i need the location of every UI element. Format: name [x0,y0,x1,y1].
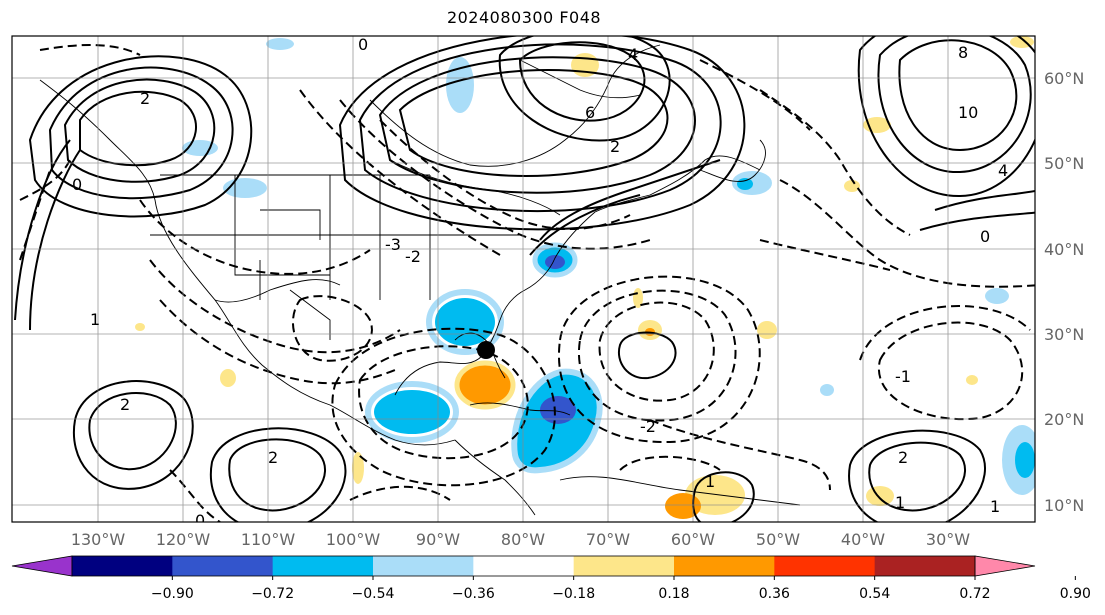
contour-label: 2 [140,89,150,108]
contour-label: 2 [610,137,620,156]
lat-tick-label: 30°N [1044,325,1084,344]
contour-label: 0 [358,35,368,54]
longitude-axis: 130°W 120°W 110°W 100°W 90°W 80°W 70°W 6… [71,530,970,549]
contour-label: 4 [998,161,1008,180]
lon-tick-label: 130°W [71,530,126,549]
colorbar-bin [874,556,976,576]
map-title: 2024080300 F048 [446,8,602,27]
lon-tick-label: 120°W [156,530,211,549]
contour-label: 8 [958,43,968,62]
colorbar-bin [674,556,775,576]
storm-center-dot [477,341,495,359]
colorbar-tick-label: 0.18 [658,586,689,602]
colorbar-tick-label: −0.72 [251,586,294,602]
contours-negative [19,44,1035,522]
lat-tick-label: 60°N [1044,69,1084,88]
lon-tick-label: 40°W [841,530,885,549]
colorbar-extend-high [974,555,1036,577]
lat-tick-label: 10°N [1044,496,1084,515]
colorbar-tick-label: 0.36 [759,586,790,602]
colorbar-frame [71,555,976,577]
colorbar-tick-label: 0.72 [959,586,990,602]
colorbar-bin [373,556,474,576]
colorbar-tick-label: −0.18 [552,586,595,602]
colorbar-tick-label: −0.36 [452,586,495,602]
contour-label: 2 [120,395,130,414]
contour-label: 1 [990,497,1000,516]
lon-tick-label: 60°W [671,530,715,549]
contour-label: 1 [705,472,715,491]
colorbar-tick-label: 0.54 [859,586,890,602]
graticule [12,36,1035,522]
contour-label: -3 [385,235,401,254]
colorbar-extend-low [11,555,73,577]
contour-label: 0 [980,227,990,246]
contour-label: 0 [72,175,82,194]
lon-tick-label: 30°W [926,530,970,549]
contour-label: 2 [268,448,278,467]
lon-tick-label: 80°W [501,530,545,549]
contour-label: 1 [895,493,905,512]
contour-label: 0 [195,511,205,530]
colorbar-bin [172,556,274,576]
contour-label: 10 [958,103,978,122]
contour-label: 4 [628,45,638,64]
colorbar-tick-label: −0.90 [151,586,194,602]
contour-label: -1 [895,367,911,386]
colorbar-tick-label: −0.54 [352,586,395,602]
colorbar-bin [573,556,675,576]
contour-label: 6 [585,103,595,122]
colorbar-bin [473,556,575,576]
colorbar: −0.90 −0.72 −0.54 −0.36 −0.18 0.18 0.36 0.54 0.7… [11,555,1091,602]
lon-tick-label: 90°W [416,530,460,549]
contour-label: 2 [898,448,908,467]
map-frame [11,35,1036,523]
lon-tick-label: 70°W [586,530,630,549]
contours-positive [14,36,1035,522]
lat-tick-label: 40°N [1044,240,1084,259]
contour-label-group: 2 0 1 4 6 8 10 -3 -2 2 0 -2 1 2 2 -1 1 2… [72,35,1008,530]
lat-tick-label: 50°N [1044,154,1084,173]
coastlines [12,36,801,516]
lon-tick-label: 110°W [241,530,296,549]
colorbar-bin [72,556,173,576]
latitude-axis: 60°N 50°N 40°N 30°N 20°N 10°N [1044,69,1084,515]
colorbar-bin [272,556,374,576]
contour-label: -2 [640,417,656,436]
lon-tick-label: 100°W [326,530,381,549]
colorbar-bin [774,556,876,576]
contour-label: -2 [405,247,421,266]
lat-tick-label: 20°N [1044,410,1084,429]
contour-label: 1 [90,310,100,329]
colorbar-tick-label: 0.90 [1060,586,1091,602]
lon-tick-label: 50°W [756,530,800,549]
